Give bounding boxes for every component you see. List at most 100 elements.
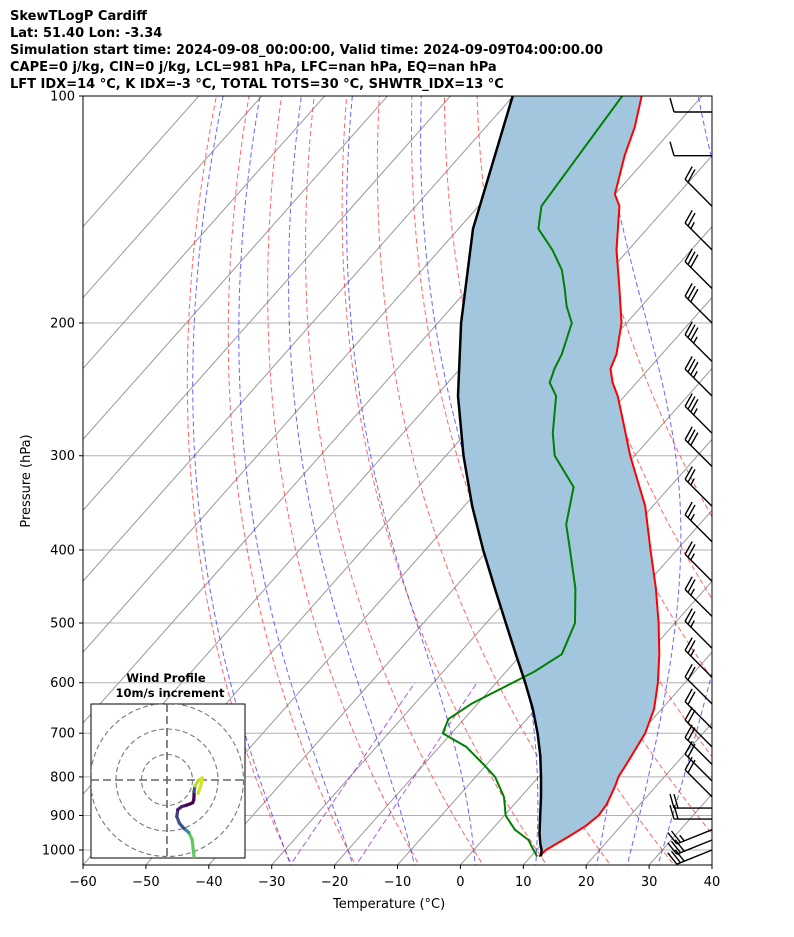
wind-barb-staff xyxy=(684,701,713,729)
wind-barb-flag xyxy=(687,358,696,373)
moist-adiabat-line xyxy=(238,96,354,865)
y-tick-label: 200 xyxy=(50,316,75,331)
wind-barb xyxy=(684,576,713,617)
isotherm-line xyxy=(396,509,712,865)
wind-barb-flag xyxy=(667,852,678,865)
wind-barb-flag xyxy=(669,97,675,113)
chart-title-block: SkewTLogP Cardiff Lat: 51.40 Lon: -3.34 … xyxy=(10,8,790,93)
y-tick-label: 600 xyxy=(50,676,75,691)
wind-barb-flag xyxy=(684,663,693,678)
wind-barb-flag xyxy=(687,251,696,265)
wind-barb-flag xyxy=(674,849,685,862)
wind-barb-staff xyxy=(676,829,713,845)
wind-barb-half-flag xyxy=(690,513,695,521)
wind-barb-flag xyxy=(684,466,693,480)
params-line: CAPE=0 j/kg, CIN=0 j/kg, LCL=981 hPa, LF… xyxy=(10,60,497,75)
wind-barb xyxy=(684,724,713,765)
wind-barb-flag xyxy=(684,501,693,516)
wind-barb-staff xyxy=(676,849,713,865)
x-tick-label: 30 xyxy=(641,875,658,890)
x-tick-label: −60 xyxy=(69,875,96,890)
y-tick-label: 100 xyxy=(50,90,75,105)
wind-barb-flag xyxy=(690,398,699,413)
wind-barb-flag xyxy=(690,432,699,446)
wind-barb xyxy=(684,706,713,748)
wind-barb xyxy=(669,793,712,809)
isotherm-line xyxy=(83,96,200,228)
dry-adiabat-line xyxy=(186,96,293,865)
wind-barb xyxy=(684,283,713,324)
wind-barbs xyxy=(667,97,713,865)
wind-barb-flag xyxy=(684,321,693,335)
wind-barb-staff xyxy=(684,334,713,362)
wind-barb-flag xyxy=(684,166,693,180)
isotherm-line xyxy=(83,96,263,299)
chart-title: SkewTLogP Cardiff xyxy=(10,9,147,24)
moist-adiabat-line xyxy=(288,96,415,865)
wind-barb-flag xyxy=(687,640,696,654)
wind-barb-flag xyxy=(670,830,682,843)
isotherm-line xyxy=(83,96,326,370)
x-tick-label: 10 xyxy=(515,875,532,890)
wind-barb-flag xyxy=(684,356,693,370)
wind-barb-staff xyxy=(684,439,713,467)
hodograph-inset: Wind Profile 10m/s increment xyxy=(90,671,246,859)
axis-ticks: −60 −50 −40 −30 −20 −10 0 10 20 30 40 1000 900 800 700… xyxy=(42,90,720,891)
wind-barb-flag xyxy=(687,396,696,410)
wind-barb-flag xyxy=(690,288,699,303)
wind-barb-half-flag xyxy=(690,649,695,657)
y-tick-label: 700 xyxy=(50,727,75,742)
wind-barb-flag xyxy=(687,727,696,741)
wind-barb xyxy=(667,829,713,845)
wind-barb xyxy=(684,356,713,397)
moist-adiabat-line xyxy=(346,96,476,865)
wind-barb-flag xyxy=(687,611,696,625)
wind-barb xyxy=(667,849,713,865)
wind-barb-flag xyxy=(669,141,675,156)
wind-barb-flag xyxy=(687,324,696,338)
isotherm-line xyxy=(585,722,712,865)
dry-adiabat-line xyxy=(574,96,712,518)
x-tick-label: −40 xyxy=(195,875,222,890)
wind-barb xyxy=(684,501,713,543)
hodograph-segment xyxy=(196,785,202,796)
wind-barb xyxy=(684,541,713,582)
wind-barb-staff xyxy=(684,368,713,397)
wind-barb-flag xyxy=(674,839,685,852)
dry-adiabat-line xyxy=(305,96,484,865)
wind-barb xyxy=(684,166,713,207)
wind-barb xyxy=(667,839,713,855)
isotherm-line xyxy=(711,864,712,865)
wind-barb-flag xyxy=(687,504,696,519)
y-tick-label: 800 xyxy=(50,770,75,785)
wind-barb-flag xyxy=(687,709,696,724)
hodograph-subtitle: 10m/s increment xyxy=(116,686,225,700)
hodograph-ring xyxy=(91,704,245,858)
wind-barb-flag xyxy=(684,608,693,622)
wind-barb-flag xyxy=(687,212,696,227)
wind-barb-half-flag xyxy=(690,588,695,596)
wind-barb-flag xyxy=(684,209,693,224)
wind-barb-flag xyxy=(684,688,693,702)
dry-adiabat-line xyxy=(267,96,420,865)
wind-barb-flag xyxy=(687,169,696,183)
x-tick-label: −10 xyxy=(384,875,411,890)
isotherm-line xyxy=(648,793,712,865)
wind-barb-flag xyxy=(670,850,682,864)
wind-barb-staff xyxy=(684,222,713,251)
y-axis-label: Pressure (hPa) xyxy=(19,434,34,527)
wind-barb-staff xyxy=(684,589,713,617)
hodograph-plot xyxy=(91,704,245,858)
wind-barb xyxy=(684,426,713,467)
wind-barb-flag xyxy=(667,842,678,855)
wind-barb-flag xyxy=(684,706,693,721)
wind-barb-staff xyxy=(684,620,713,649)
wind-barb-staff xyxy=(684,405,713,434)
profile-lines xyxy=(441,96,661,858)
wind-barb-staff xyxy=(684,553,713,582)
isotherm-line xyxy=(333,438,712,865)
x-tick-label: 20 xyxy=(578,875,595,890)
x-tick-label: −50 xyxy=(132,875,159,890)
y-tick-label: 400 xyxy=(50,543,75,558)
